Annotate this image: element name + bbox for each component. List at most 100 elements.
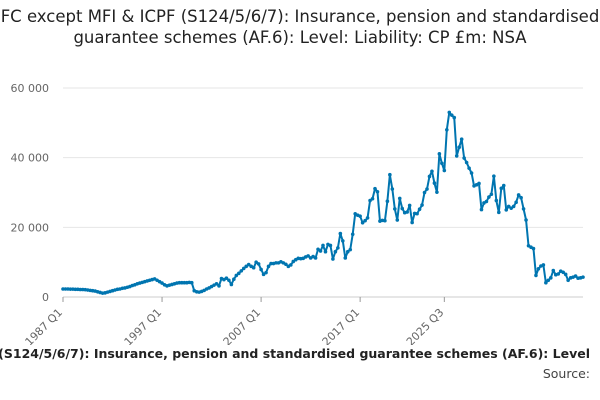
y-tick-label: 40 000	[11, 152, 50, 165]
data-point	[370, 196, 375, 201]
data-point	[435, 190, 439, 194]
chart-footer: FC except MFI & ICPF (S124/5/6/7): Insur…	[0, 346, 600, 396]
data-point	[321, 243, 325, 248]
data-point	[561, 270, 565, 275]
data-point	[536, 266, 541, 271]
data-point	[232, 277, 236, 282]
data-point	[445, 128, 449, 132]
data-point	[420, 203, 424, 207]
data-point	[417, 207, 422, 212]
data-point	[341, 239, 345, 243]
data-point	[573, 274, 578, 278]
data-point	[521, 207, 526, 211]
data-point	[180, 280, 184, 285]
data-point	[338, 231, 343, 236]
data-point	[405, 210, 409, 214]
data-point	[501, 183, 506, 188]
x-axis: 1987 Q1 1997 Q1 2007 Q1 2017 Q1 2025 Q3	[23, 297, 447, 345]
data-point	[217, 284, 221, 288]
data-point	[264, 270, 268, 275]
data-point	[348, 247, 353, 252]
data-point	[256, 262, 261, 266]
data-point	[274, 261, 278, 265]
data-point	[407, 203, 412, 208]
data-point	[459, 137, 464, 142]
data-point	[395, 218, 400, 222]
data-point	[504, 208, 509, 212]
y-axis: 0 20 000 40 000 60 000	[11, 82, 50, 304]
data-point	[499, 186, 504, 191]
data-point	[177, 280, 182, 285]
data-point	[269, 261, 273, 266]
data-point	[452, 115, 457, 120]
y-tick-label: 0	[42, 291, 49, 304]
data-point	[514, 200, 518, 205]
data-point	[549, 276, 553, 280]
data-point	[415, 211, 419, 216]
data-point	[462, 156, 466, 160]
data-point	[546, 278, 551, 283]
gridlines	[63, 87, 583, 298]
data-point	[400, 206, 405, 211]
series-line	[63, 111, 584, 295]
x-tick-label: 2025 Q3	[404, 306, 447, 345]
data-point	[73, 287, 78, 292]
data-point	[214, 281, 219, 286]
data-point	[289, 263, 293, 267]
data-point	[373, 186, 377, 191]
data-point	[516, 193, 521, 197]
data-point	[360, 221, 365, 225]
y-tick-label: 60 000	[11, 82, 50, 95]
data-point	[68, 287, 73, 291]
data-point	[284, 262, 288, 267]
data-point	[63, 287, 68, 291]
data-point	[425, 187, 429, 191]
x-tick-label: 2007 Q1	[221, 306, 264, 345]
data-point	[437, 152, 442, 156]
x-tick-label: 1997 Q1	[122, 306, 165, 345]
data-point	[345, 249, 350, 254]
data-point	[313, 256, 318, 260]
data-point	[497, 210, 501, 215]
chart-title: FC except MFI & ICPF (S124/5/6/7): Insur…	[0, 7, 600, 47]
data-point	[259, 267, 263, 272]
data-point	[492, 174, 496, 178]
data-point	[440, 161, 444, 166]
data-point	[385, 199, 390, 204]
data-point	[531, 246, 536, 251]
footer-series-label: FC except MFI & ICPF (S124/5/6/7): Insur…	[0, 346, 590, 361]
data-point	[390, 187, 395, 191]
data-point	[318, 249, 323, 253]
data-point	[393, 207, 397, 211]
data-point	[365, 216, 370, 220]
data-point	[328, 243, 333, 248]
data-point	[323, 249, 328, 254]
data-point	[61, 287, 65, 291]
data-point	[489, 192, 494, 197]
data-point	[410, 220, 414, 225]
data-point	[430, 169, 434, 174]
data-point	[464, 160, 469, 165]
data-point	[336, 246, 340, 250]
data-point	[350, 232, 355, 237]
data-point	[397, 196, 402, 201]
data-point	[266, 264, 271, 269]
data-point	[467, 166, 471, 170]
data-point	[375, 190, 380, 194]
data-point	[237, 271, 241, 276]
data-point	[449, 113, 454, 117]
y-tick-label: 20 000	[11, 221, 50, 234]
data-point	[494, 198, 499, 203]
data-point	[511, 204, 516, 209]
data-point	[484, 199, 489, 204]
line-chart: 0 20 000 40 000 60 000 1987 Q1 1997 Q1 2007 Q…	[11, 82, 585, 345]
x-tick-label: 1987 Q1	[23, 306, 66, 345]
data-point	[234, 273, 239, 278]
data-point	[388, 172, 392, 177]
data-point	[457, 145, 461, 150]
data-point	[229, 282, 234, 287]
data-point	[239, 269, 244, 273]
data-point	[427, 174, 432, 179]
data-point	[477, 181, 481, 186]
data-point	[442, 168, 447, 173]
